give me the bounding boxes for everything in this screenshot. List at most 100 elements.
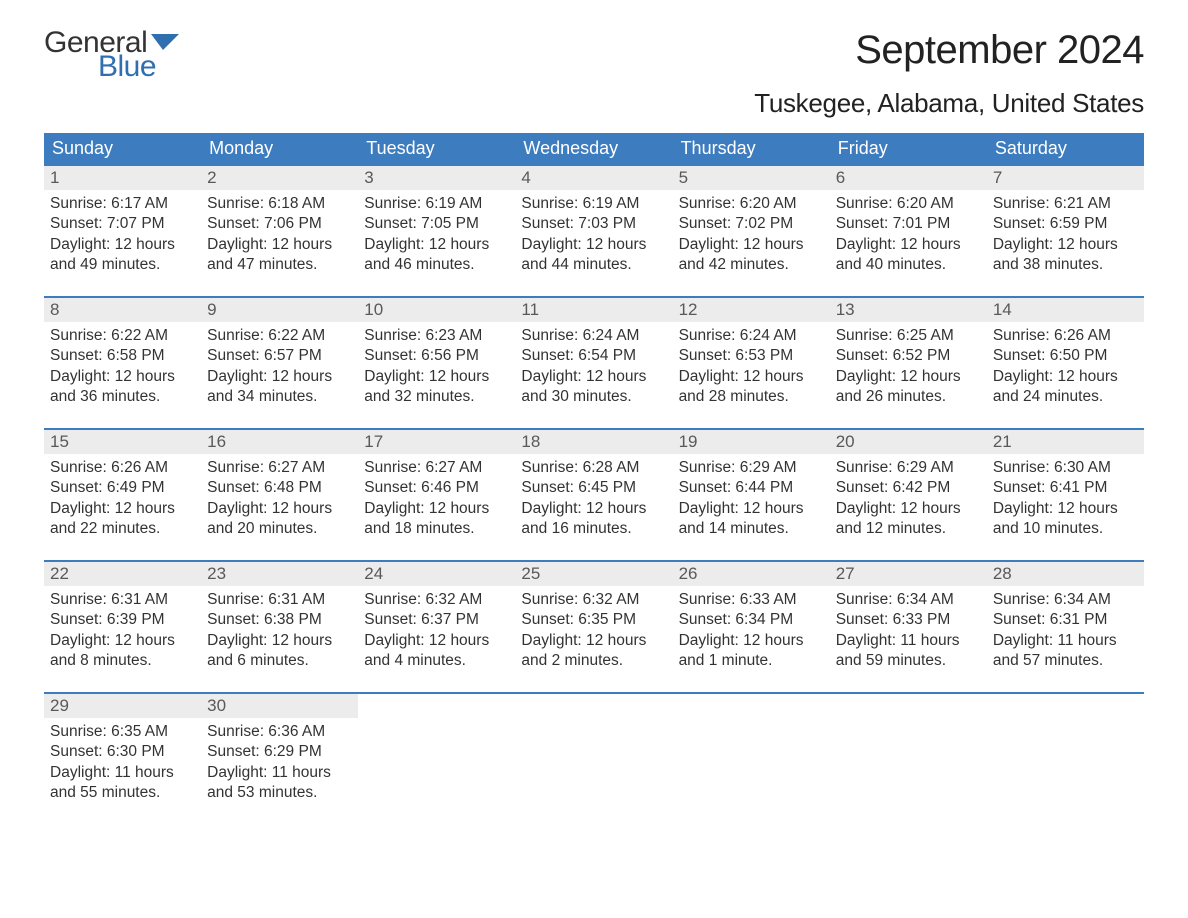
day-sunrise: Sunrise: 6:18 AM xyxy=(207,194,352,214)
day-number: 6 xyxy=(830,166,987,190)
day-number: 16 xyxy=(201,430,358,454)
day-dl1: Daylight: 12 hours xyxy=(364,367,509,387)
day-dl2: and 36 minutes. xyxy=(50,387,195,407)
day-dl1: Daylight: 11 hours xyxy=(993,631,1138,651)
day-number: 26 xyxy=(673,562,830,586)
day-dl2: and 53 minutes. xyxy=(207,783,352,803)
day-number: 28 xyxy=(987,562,1144,586)
day-details: Sunrise: 6:31 AMSunset: 6:38 PMDaylight:… xyxy=(201,586,358,672)
day-details: Sunrise: 6:22 AMSunset: 6:58 PMDaylight:… xyxy=(44,322,201,408)
day-dl1: Daylight: 12 hours xyxy=(993,499,1138,519)
day-number: 13 xyxy=(830,298,987,322)
day-dl2: and 55 minutes. xyxy=(50,783,195,803)
day-sunrise: Sunrise: 6:34 AM xyxy=(993,590,1138,610)
day-sunrise: Sunrise: 6:27 AM xyxy=(207,458,352,478)
calendar-day-cell: 25Sunrise: 6:32 AMSunset: 6:35 PMDayligh… xyxy=(515,562,672,674)
calendar-day-cell: 3Sunrise: 6:19 AMSunset: 7:05 PMDaylight… xyxy=(358,166,515,278)
day-dl1: Daylight: 12 hours xyxy=(364,631,509,651)
day-details: Sunrise: 6:19 AMSunset: 7:03 PMDaylight:… xyxy=(515,190,672,276)
day-number: 20 xyxy=(830,430,987,454)
day-dl1: Daylight: 12 hours xyxy=(207,631,352,651)
day-dl1: Daylight: 12 hours xyxy=(993,367,1138,387)
calendar-day-cell: 26Sunrise: 6:33 AMSunset: 6:34 PMDayligh… xyxy=(673,562,830,674)
day-dl2: and 57 minutes. xyxy=(993,651,1138,671)
day-dl1: Daylight: 12 hours xyxy=(521,499,666,519)
day-number: 10 xyxy=(358,298,515,322)
day-sunrise: Sunrise: 6:23 AM xyxy=(364,326,509,346)
day-dl2: and 38 minutes. xyxy=(993,255,1138,275)
day-sunset: Sunset: 6:31 PM xyxy=(993,610,1138,630)
day-dl2: and 44 minutes. xyxy=(521,255,666,275)
day-details: Sunrise: 6:28 AMSunset: 6:45 PMDaylight:… xyxy=(515,454,672,540)
day-details: Sunrise: 6:20 AMSunset: 7:01 PMDaylight:… xyxy=(830,190,987,276)
day-sunrise: Sunrise: 6:36 AM xyxy=(207,722,352,742)
day-sunset: Sunset: 6:37 PM xyxy=(364,610,509,630)
day-dl1: Daylight: 12 hours xyxy=(50,235,195,255)
calendar-day-cell: 30Sunrise: 6:36 AMSunset: 6:29 PMDayligh… xyxy=(201,694,358,806)
calendar-day-cell: 21Sunrise: 6:30 AMSunset: 6:41 PMDayligh… xyxy=(987,430,1144,542)
day-number: 7 xyxy=(987,166,1144,190)
day-details: Sunrise: 6:18 AMSunset: 7:06 PMDaylight:… xyxy=(201,190,358,276)
calendar-day-cell xyxy=(515,694,672,806)
day-sunset: Sunset: 6:41 PM xyxy=(993,478,1138,498)
day-sunset: Sunset: 6:35 PM xyxy=(521,610,666,630)
day-sunrise: Sunrise: 6:24 AM xyxy=(521,326,666,346)
day-number: 24 xyxy=(358,562,515,586)
calendar-week-row: 15Sunrise: 6:26 AMSunset: 6:49 PMDayligh… xyxy=(44,428,1144,542)
calendar-day-cell: 4Sunrise: 6:19 AMSunset: 7:03 PMDaylight… xyxy=(515,166,672,278)
day-number: 1 xyxy=(44,166,201,190)
day-sunset: Sunset: 6:39 PM xyxy=(50,610,195,630)
calendar-week-row: 22Sunrise: 6:31 AMSunset: 6:39 PMDayligh… xyxy=(44,560,1144,674)
day-sunrise: Sunrise: 6:34 AM xyxy=(836,590,981,610)
day-dl2: and 30 minutes. xyxy=(521,387,666,407)
day-dl1: Daylight: 12 hours xyxy=(836,499,981,519)
day-dl2: and 2 minutes. xyxy=(521,651,666,671)
day-number: 8 xyxy=(44,298,201,322)
day-details: Sunrise: 6:36 AMSunset: 6:29 PMDaylight:… xyxy=(201,718,358,804)
day-sunset: Sunset: 6:46 PM xyxy=(364,478,509,498)
day-sunset: Sunset: 6:59 PM xyxy=(993,214,1138,234)
day-sunrise: Sunrise: 6:17 AM xyxy=(50,194,195,214)
day-details: Sunrise: 6:20 AMSunset: 7:02 PMDaylight:… xyxy=(673,190,830,276)
day-dl1: Daylight: 12 hours xyxy=(679,499,824,519)
calendar-day-cell: 15Sunrise: 6:26 AMSunset: 6:49 PMDayligh… xyxy=(44,430,201,542)
day-sunset: Sunset: 6:44 PM xyxy=(679,478,824,498)
day-number: 25 xyxy=(515,562,672,586)
day-dl1: Daylight: 12 hours xyxy=(679,235,824,255)
day-sunset: Sunset: 6:54 PM xyxy=(521,346,666,366)
day-dl2: and 40 minutes. xyxy=(836,255,981,275)
day-dl2: and 26 minutes. xyxy=(836,387,981,407)
day-dl2: and 18 minutes. xyxy=(364,519,509,539)
day-details: Sunrise: 6:22 AMSunset: 6:57 PMDaylight:… xyxy=(201,322,358,408)
calendar-day-cell: 8Sunrise: 6:22 AMSunset: 6:58 PMDaylight… xyxy=(44,298,201,410)
calendar-day-cell: 17Sunrise: 6:27 AMSunset: 6:46 PMDayligh… xyxy=(358,430,515,542)
day-sunrise: Sunrise: 6:26 AM xyxy=(50,458,195,478)
day-dl2: and 59 minutes. xyxy=(836,651,981,671)
weekday-header: Friday xyxy=(830,133,987,164)
day-sunset: Sunset: 7:01 PM xyxy=(836,214,981,234)
day-sunrise: Sunrise: 6:31 AM xyxy=(207,590,352,610)
day-dl2: and 10 minutes. xyxy=(993,519,1138,539)
day-details: Sunrise: 6:32 AMSunset: 6:35 PMDaylight:… xyxy=(515,586,672,672)
day-details: Sunrise: 6:24 AMSunset: 6:53 PMDaylight:… xyxy=(673,322,830,408)
day-sunrise: Sunrise: 6:32 AM xyxy=(364,590,509,610)
day-dl1: Daylight: 12 hours xyxy=(993,235,1138,255)
calendar-day-cell: 13Sunrise: 6:25 AMSunset: 6:52 PMDayligh… xyxy=(830,298,987,410)
day-sunrise: Sunrise: 6:21 AM xyxy=(993,194,1138,214)
day-dl2: and 1 minute. xyxy=(679,651,824,671)
day-number: 18 xyxy=(515,430,672,454)
day-dl2: and 49 minutes. xyxy=(50,255,195,275)
day-dl2: and 20 minutes. xyxy=(207,519,352,539)
calendar-day-cell xyxy=(987,694,1144,806)
day-number: 15 xyxy=(44,430,201,454)
day-number: 23 xyxy=(201,562,358,586)
day-sunset: Sunset: 7:05 PM xyxy=(364,214,509,234)
day-details: Sunrise: 6:30 AMSunset: 6:41 PMDaylight:… xyxy=(987,454,1144,540)
day-dl1: Daylight: 12 hours xyxy=(207,367,352,387)
calendar-day-cell: 1Sunrise: 6:17 AMSunset: 7:07 PMDaylight… xyxy=(44,166,201,278)
calendar-day-cell: 6Sunrise: 6:20 AMSunset: 7:01 PMDaylight… xyxy=(830,166,987,278)
day-sunset: Sunset: 6:38 PM xyxy=(207,610,352,630)
day-details: Sunrise: 6:32 AMSunset: 6:37 PMDaylight:… xyxy=(358,586,515,672)
day-details: Sunrise: 6:19 AMSunset: 7:05 PMDaylight:… xyxy=(358,190,515,276)
calendar-day-cell: 22Sunrise: 6:31 AMSunset: 6:39 PMDayligh… xyxy=(44,562,201,674)
